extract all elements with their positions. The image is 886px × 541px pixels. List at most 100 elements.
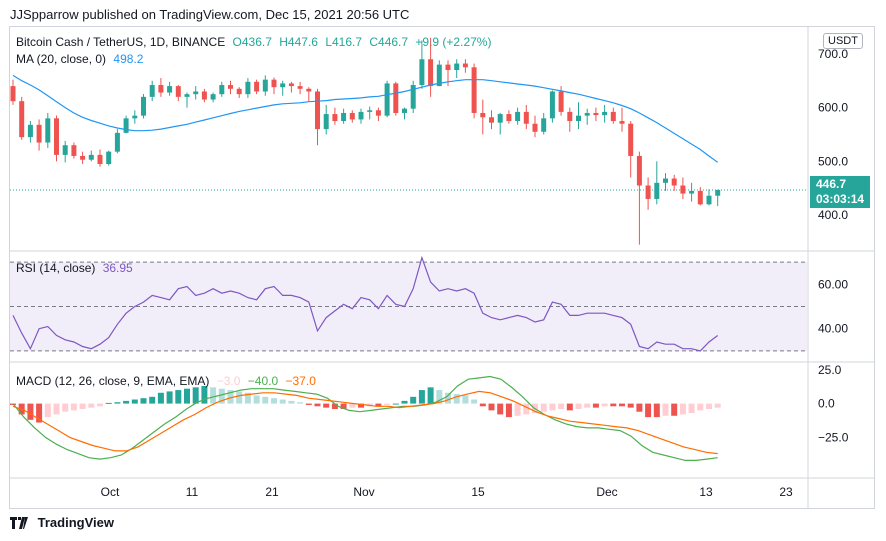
macd-line bbox=[12, 375, 718, 461]
macd-histogram-bar bbox=[88, 403, 95, 408]
macd-histogram-bar bbox=[514, 403, 521, 416]
macd-histogram-bar bbox=[645, 403, 652, 418]
candle-body bbox=[375, 110, 381, 116]
time-tick-label: 11 bbox=[186, 485, 199, 499]
footer-brand[interactable]: TradingView bbox=[10, 515, 114, 532]
macd-histogram-bar bbox=[679, 403, 686, 415]
candle-body bbox=[410, 85, 416, 109]
ohlc-low: L416.7 bbox=[325, 35, 363, 49]
macd-histogram-bar bbox=[53, 403, 60, 415]
time-tick-label: 13 bbox=[699, 485, 713, 499]
macd-histogram-bar bbox=[688, 403, 695, 414]
candle-body bbox=[184, 94, 190, 97]
candle-body bbox=[123, 118, 129, 133]
candle-body bbox=[245, 81, 251, 95]
candle-body bbox=[332, 114, 338, 122]
currency-button[interactable]: USDT bbox=[823, 33, 863, 49]
macd-histogram-bar bbox=[566, 403, 573, 411]
macd-histogram-bar bbox=[236, 391, 243, 404]
candle-body bbox=[288, 83, 294, 87]
candle-body bbox=[280, 83, 286, 88]
candle-body bbox=[349, 112, 355, 120]
candle-body bbox=[27, 124, 33, 138]
macd-value: −40.0 bbox=[247, 374, 279, 388]
candle-body bbox=[236, 88, 242, 95]
macd-histogram-bar bbox=[392, 403, 399, 405]
candle-body bbox=[489, 117, 494, 123]
signal-line bbox=[12, 390, 718, 455]
macd-histogram-bar bbox=[44, 403, 51, 418]
candle-body bbox=[271, 79, 277, 88]
macd-histogram-bar bbox=[349, 403, 356, 408]
macd-histogram-bar bbox=[401, 400, 408, 404]
macd-histogram-bar bbox=[653, 403, 660, 418]
candle-body bbox=[323, 114, 329, 130]
candle-body bbox=[706, 195, 712, 205]
time-tick-label: 23 bbox=[779, 485, 793, 499]
candle-body bbox=[506, 114, 512, 122]
candle-body bbox=[445, 64, 451, 70]
macd-histogram-bar bbox=[497, 403, 504, 415]
candle-body bbox=[62, 145, 68, 155]
rsi-line bbox=[12, 255, 719, 352]
macd-histogram-bar bbox=[131, 399, 138, 404]
macd-histogram-bar bbox=[697, 403, 704, 411]
macd-histogram-bar bbox=[218, 388, 225, 404]
macd-histogram-bar bbox=[149, 396, 156, 404]
candle-body bbox=[462, 63, 468, 68]
candle-body bbox=[132, 115, 138, 119]
candle-body bbox=[663, 178, 668, 183]
macd-histogram-bar bbox=[70, 403, 77, 411]
macd-histogram-bar bbox=[427, 387, 434, 404]
candle-body bbox=[436, 64, 442, 87]
macd-histogram-bar bbox=[340, 403, 347, 409]
time-tick-label: Oct bbox=[101, 485, 120, 499]
price-tick-label: 500.0 bbox=[818, 154, 848, 168]
candle-body bbox=[419, 59, 425, 86]
price-tick-label: 400.0 bbox=[818, 208, 848, 222]
ohlc-change: +9.9 (+2.27%) bbox=[415, 35, 492, 49]
candle-body bbox=[262, 79, 268, 92]
macd-histogram-bar bbox=[549, 403, 556, 411]
candle-body bbox=[45, 118, 51, 143]
ma-legend: MA (20, close, 0) 498.2 bbox=[16, 52, 147, 66]
macd-histogram-bar bbox=[271, 398, 277, 404]
candle-body bbox=[358, 111, 364, 120]
candle-body bbox=[10, 86, 16, 102]
candle-body bbox=[549, 91, 555, 119]
candle-body bbox=[193, 91, 199, 95]
candle-body bbox=[141, 96, 146, 116]
tradingview-logo-icon bbox=[10, 517, 30, 532]
macd-histogram-bar bbox=[453, 394, 460, 404]
macd-label: MACD (12, 26, close, 9, EMA, EMA) bbox=[16, 374, 210, 388]
macd-tick-label: 0.0 bbox=[818, 397, 835, 411]
candle-body bbox=[593, 112, 599, 116]
rsi-label: RSI (14, close) bbox=[16, 261, 96, 275]
candle-body bbox=[158, 85, 164, 93]
macd-histogram-bar bbox=[384, 403, 391, 405]
macd-histogram-bar bbox=[210, 387, 217, 404]
time-tick-label: 21 bbox=[265, 485, 279, 499]
candle-body bbox=[201, 91, 207, 100]
candle-body bbox=[645, 185, 651, 199]
candle-body bbox=[515, 111, 521, 122]
rsi-tick-label: 40.00 bbox=[818, 322, 848, 336]
macd-histogram-bar bbox=[610, 403, 617, 407]
candle-body bbox=[697, 190, 703, 205]
candle-body bbox=[167, 86, 173, 93]
rsi-legend: RSI (14, close) 36.95 bbox=[16, 261, 137, 275]
macd-histogram-bar bbox=[592, 403, 599, 408]
price-tick-label: 700.0 bbox=[818, 47, 848, 61]
candle-body bbox=[558, 91, 564, 112]
candle-body bbox=[297, 86, 303, 89]
macd-histogram-bar bbox=[706, 403, 712, 409]
macd-histogram-bar bbox=[436, 390, 443, 404]
candle-body bbox=[480, 112, 486, 118]
ohlc-high: H447.6 bbox=[279, 35, 318, 49]
macd-histogram-bar bbox=[314, 403, 321, 407]
candle-body bbox=[175, 86, 181, 97]
macd-histogram-bar bbox=[166, 391, 173, 404]
macd-histogram-bar bbox=[636, 403, 643, 412]
macd-histogram-bar bbox=[27, 403, 34, 420]
